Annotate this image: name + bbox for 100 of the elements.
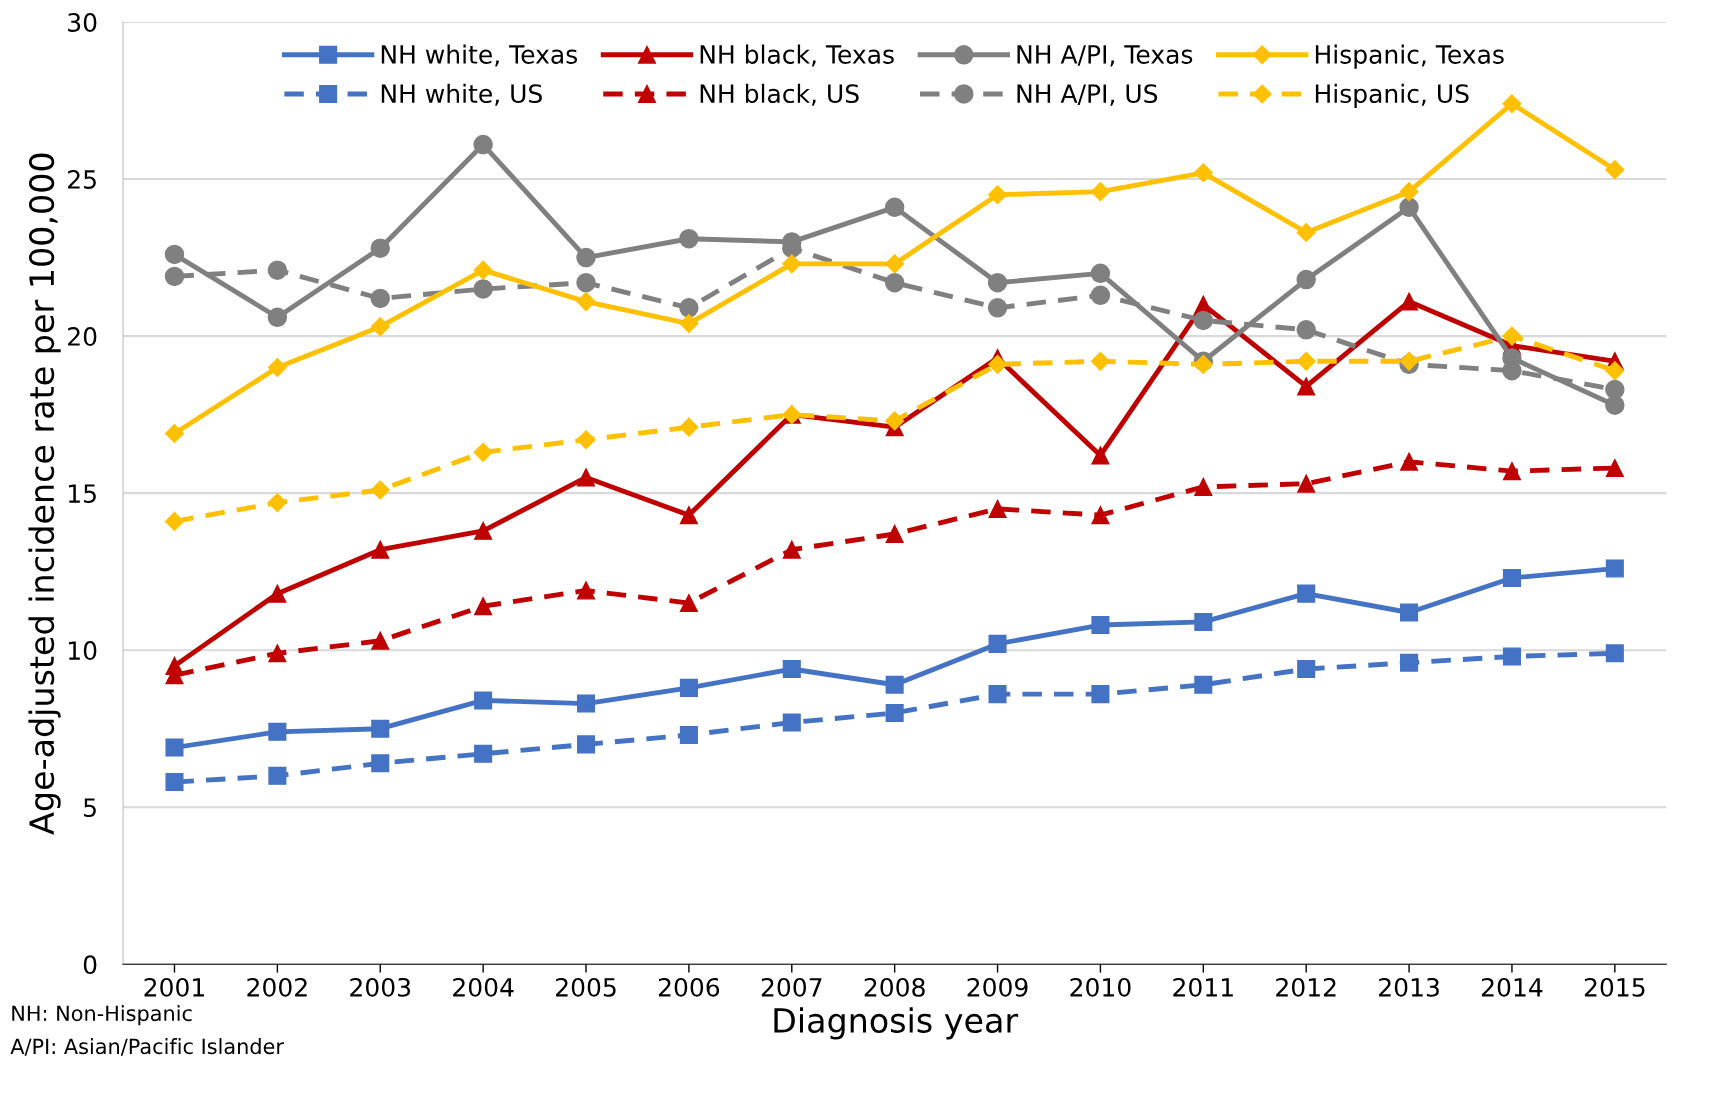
point [1399,197,1419,218]
x-tick-label: 2015 [1584,977,1645,997]
point [679,229,699,249]
point [1605,644,1624,663]
text: NH: Non-Hispanic [12,1005,192,1026]
legend-label: Hispanic, US [1315,83,1469,108]
point [164,266,185,287]
point [1400,452,1419,471]
point [987,272,1008,293]
point [370,480,390,500]
x-tick-label: 2001 [144,977,204,997]
x-tick-label: 2005 [556,977,616,997]
point [884,272,905,293]
y-tick-label: 0 [83,955,97,975]
point [679,594,698,613]
point [1193,163,1213,183]
point [576,272,596,293]
point [782,540,801,559]
point [1605,361,1625,381]
point [1091,506,1110,525]
point [885,524,904,544]
x-tick-label: 2006 [658,977,720,997]
legend-label: Hispanic, Texas [1315,44,1504,69]
point [267,307,288,327]
point [1296,269,1316,290]
point [679,678,698,697]
point [1090,351,1110,371]
point [1193,310,1214,331]
point [1090,263,1111,284]
point [1194,612,1213,631]
point [370,317,390,337]
legend-label: NH white, US [381,83,542,106]
point [782,713,801,732]
y-tick-label: 20 [68,327,97,346]
point [1605,160,1625,180]
legend-label: NH A/PI, US [1017,84,1158,106]
y-axis-title: Age-adjusted incidence rate per 100,000 [28,153,61,835]
point [679,417,699,437]
point [1296,320,1316,340]
x-tick-label: 2004 [453,977,514,997]
point [576,247,596,268]
point [1297,377,1316,396]
point [576,581,596,600]
point [268,584,287,603]
point [371,719,390,738]
x-tick-label: 2009 [967,977,1028,997]
point [165,738,184,757]
point [1400,653,1419,672]
x-tick-label: 2007 [761,977,822,997]
point [576,468,596,487]
point [988,185,1008,205]
y-tick-label: 15 [68,484,96,503]
point [268,644,287,663]
point [1605,458,1624,478]
point [1091,616,1110,635]
point [370,288,390,309]
legend-label: NH black, US [700,83,859,106]
point [885,675,904,694]
point [164,244,185,265]
point [576,735,596,754]
point [679,314,699,334]
point [473,279,493,299]
point [988,499,1007,518]
point [885,703,904,723]
point [1502,647,1521,666]
point [988,685,1007,704]
point [371,540,390,559]
point [268,766,287,785]
point [473,442,493,462]
point [371,754,390,773]
point [267,493,287,513]
point [782,254,802,274]
y-tick-label: 30 [68,12,97,32]
point [1091,446,1110,465]
x-tick-label: 2013 [1379,977,1439,997]
point [1297,584,1316,603]
point [164,511,185,531]
point [473,134,493,155]
point [576,430,596,450]
point [1194,675,1213,694]
point [1090,285,1111,306]
point [164,423,185,444]
legend-label: NH white, Texas [381,44,578,67]
point [1296,351,1316,371]
text: A/PI: Asian/Pacific Islander [10,1038,284,1056]
point [885,411,905,431]
point [1400,603,1419,622]
point [1399,182,1419,202]
y-tick-label: 10 [68,641,97,661]
point [474,521,493,540]
point [1297,474,1316,493]
point [474,744,493,763]
point [1091,685,1110,704]
point [371,631,390,650]
x-axis-title: Diagnosis year [774,1007,1019,1040]
point [1090,182,1110,202]
x-tick-label: 2002 [247,977,307,997]
legend-label: NH A/PI, Texas [1017,45,1193,67]
y-tick-label: 25 [68,170,96,189]
x-tick-label: 2010 [1070,977,1131,997]
